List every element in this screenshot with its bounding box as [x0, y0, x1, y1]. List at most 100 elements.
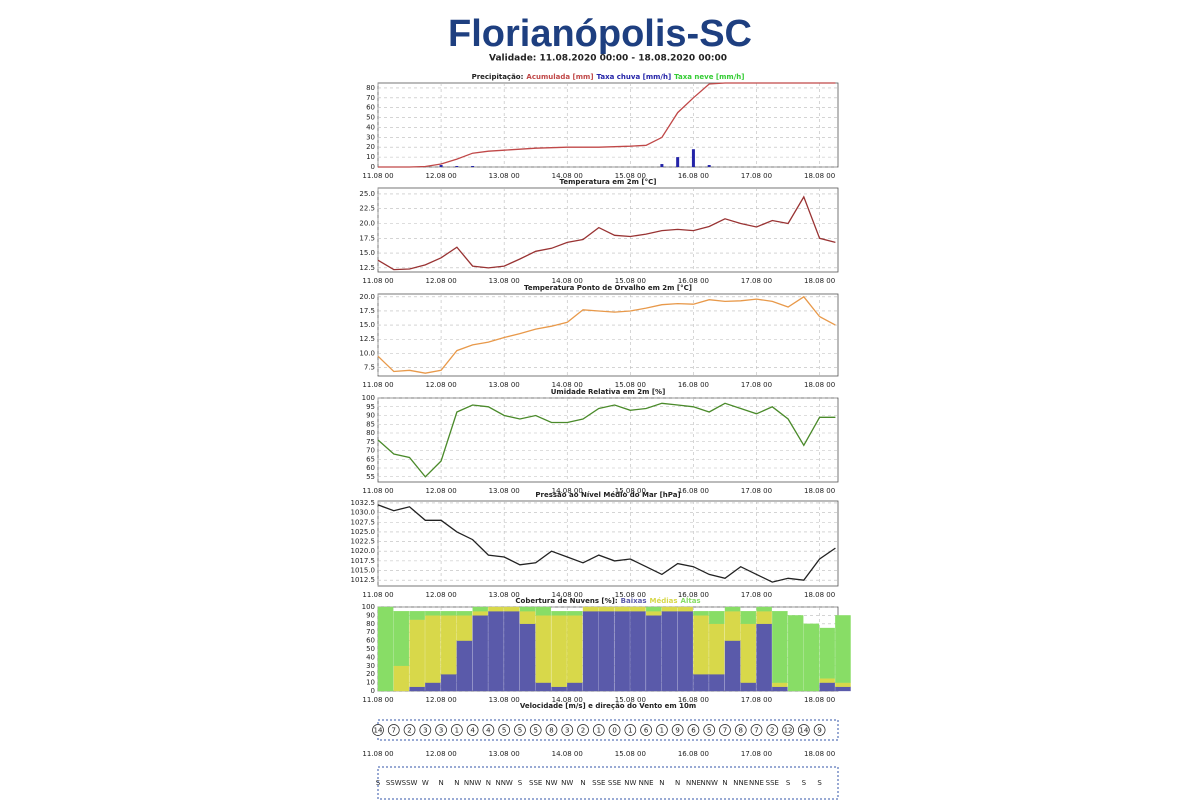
- cloud-bar: [756, 606, 772, 612]
- y-tick-label: 1012.5: [351, 576, 376, 584]
- cloud-bar: [693, 674, 709, 692]
- y-tick-label: 50: [366, 645, 375, 653]
- wind-marker: [750, 724, 763, 736]
- cloud-bar: [567, 611, 583, 616]
- wind-direction: N: [454, 779, 459, 787]
- cloud-bar: [504, 606, 520, 612]
- cloud-bar: [709, 623, 725, 675]
- wind-marker: [451, 724, 463, 736]
- x-tick-label: 15.08 00: [615, 696, 646, 704]
- cloud-bar: [724, 640, 741, 692]
- cloud-bar: [551, 615, 567, 687]
- cloud-bar: [740, 611, 757, 624]
- x-tick-label: 13.08 00: [489, 277, 520, 285]
- wind-marker: [545, 724, 558, 736]
- legend-entry: Taxa neve [mm/h]: [674, 73, 744, 81]
- cloud-bar: [835, 615, 851, 683]
- wind-marker: [561, 724, 574, 736]
- x-tick-label: 12.08 00: [425, 696, 456, 704]
- page-title: Florianópolis-SC: [448, 13, 752, 55]
- x-tick-label: 14.08 00: [552, 277, 583, 285]
- wind-marker: [624, 724, 637, 736]
- x-tick-label: 15.08 00: [615, 277, 646, 285]
- wind-marker: [782, 724, 794, 736]
- cloud-bar: [519, 606, 536, 612]
- x-tick-label: 16.08 00: [678, 487, 709, 495]
- wind-marker: [592, 724, 605, 736]
- wind-speed: 3: [423, 727, 427, 735]
- wind-direction: S: [817, 779, 822, 787]
- x-tick-label: 12.08 00: [425, 172, 456, 180]
- x-tick-label: 13.08 00: [489, 172, 520, 180]
- x-tick-label: 11.08 00: [362, 750, 393, 758]
- x-tick-label: 15.08 00: [615, 172, 646, 180]
- data-line: [377, 402, 836, 478]
- chart-title: Precipitação: Acumulada [mm] Taxa chuva [m…: [472, 73, 745, 81]
- plot-area: [377, 82, 839, 168]
- cloud-bar: [551, 611, 567, 616]
- data-line: [377, 504, 836, 583]
- wind-speed: 9: [675, 727, 679, 735]
- plot-area: [377, 187, 839, 273]
- title-text: Umidade Relativa em 2m [%]: [551, 388, 666, 396]
- wind-direction: NW: [624, 779, 636, 787]
- wind-speed: 6: [644, 727, 649, 735]
- y-tick-label: 40: [366, 653, 375, 661]
- cloud-bar: [440, 674, 457, 692]
- y-tick-label: 75: [366, 438, 375, 446]
- title-text: Pressão ao Nível Médio do Mar [hPa]: [535, 491, 680, 499]
- y-tick-label: 10: [366, 679, 375, 687]
- y-tick-label: 70: [366, 628, 375, 636]
- x-tick-label: 14.08 00: [552, 696, 583, 704]
- cloud-bar: [440, 615, 457, 675]
- wind-marker: [403, 724, 416, 736]
- wind-speed: 2: [581, 727, 585, 735]
- x-tick-label: 14.08 00: [552, 750, 583, 758]
- wind-speed: 1: [597, 727, 601, 735]
- cloud-bar: [598, 611, 615, 692]
- wind-speed: 2: [407, 727, 411, 735]
- cloud-bar: [488, 606, 504, 612]
- cloud-bar: [456, 640, 473, 692]
- rate-bar: [455, 166, 459, 167]
- x-tick-label: 18.08 00: [804, 381, 835, 389]
- title-text: Temperatura Ponto de Orvalho em 2m [°C]: [524, 284, 692, 292]
- wind-marker: [387, 724, 400, 736]
- cloud-bar: [819, 682, 835, 692]
- plot-area: [377, 397, 839, 483]
- cloud-bar: [630, 606, 646, 612]
- y-tick-label: 10: [366, 153, 375, 161]
- legend-entry: Taxa chuva [mm/h]: [597, 73, 672, 81]
- cloud-bar: [488, 611, 504, 692]
- wind-direction: NW: [561, 779, 573, 787]
- cloud-bar: [677, 611, 693, 692]
- wind-speed: 1: [628, 727, 632, 735]
- wind-speed: 7: [723, 727, 727, 735]
- cloud-bar: [645, 611, 662, 616]
- y-tick-label: 20: [366, 143, 375, 151]
- x-tick-label: 14.08 00: [552, 381, 583, 389]
- x-tick-label: 14.08 00: [552, 591, 583, 599]
- y-tick-label: 20.0: [359, 219, 375, 227]
- cloud-bar: [519, 623, 536, 692]
- y-tick-label: 30: [366, 662, 375, 670]
- x-tick-label: 12.08 00: [425, 487, 456, 495]
- plot-area: [377, 500, 839, 587]
- x-tick-label: 18.08 00: [804, 172, 835, 180]
- wind-marker: [656, 724, 668, 736]
- y-tick-label: 12.5: [359, 264, 375, 272]
- cloud-bar: [819, 627, 835, 679]
- wind-speed: 4: [470, 727, 475, 735]
- cloud-bar: [440, 611, 457, 616]
- cloud-bar: [693, 615, 709, 675]
- wind-marker: [498, 724, 511, 736]
- x-tick-label: 17.08 00: [741, 172, 772, 180]
- y-tick-label: 90: [366, 412, 375, 420]
- wind-direction: N: [675, 779, 680, 787]
- y-tick-label: 1032.5: [351, 499, 376, 507]
- wind-direction: SSE: [608, 779, 621, 787]
- chart-title: Temperatura em 2m [°C]: [560, 178, 657, 186]
- cloud-bar: [377, 606, 394, 692]
- cloud-bar: [393, 611, 410, 666]
- y-tick-label: 1025.0: [351, 528, 376, 536]
